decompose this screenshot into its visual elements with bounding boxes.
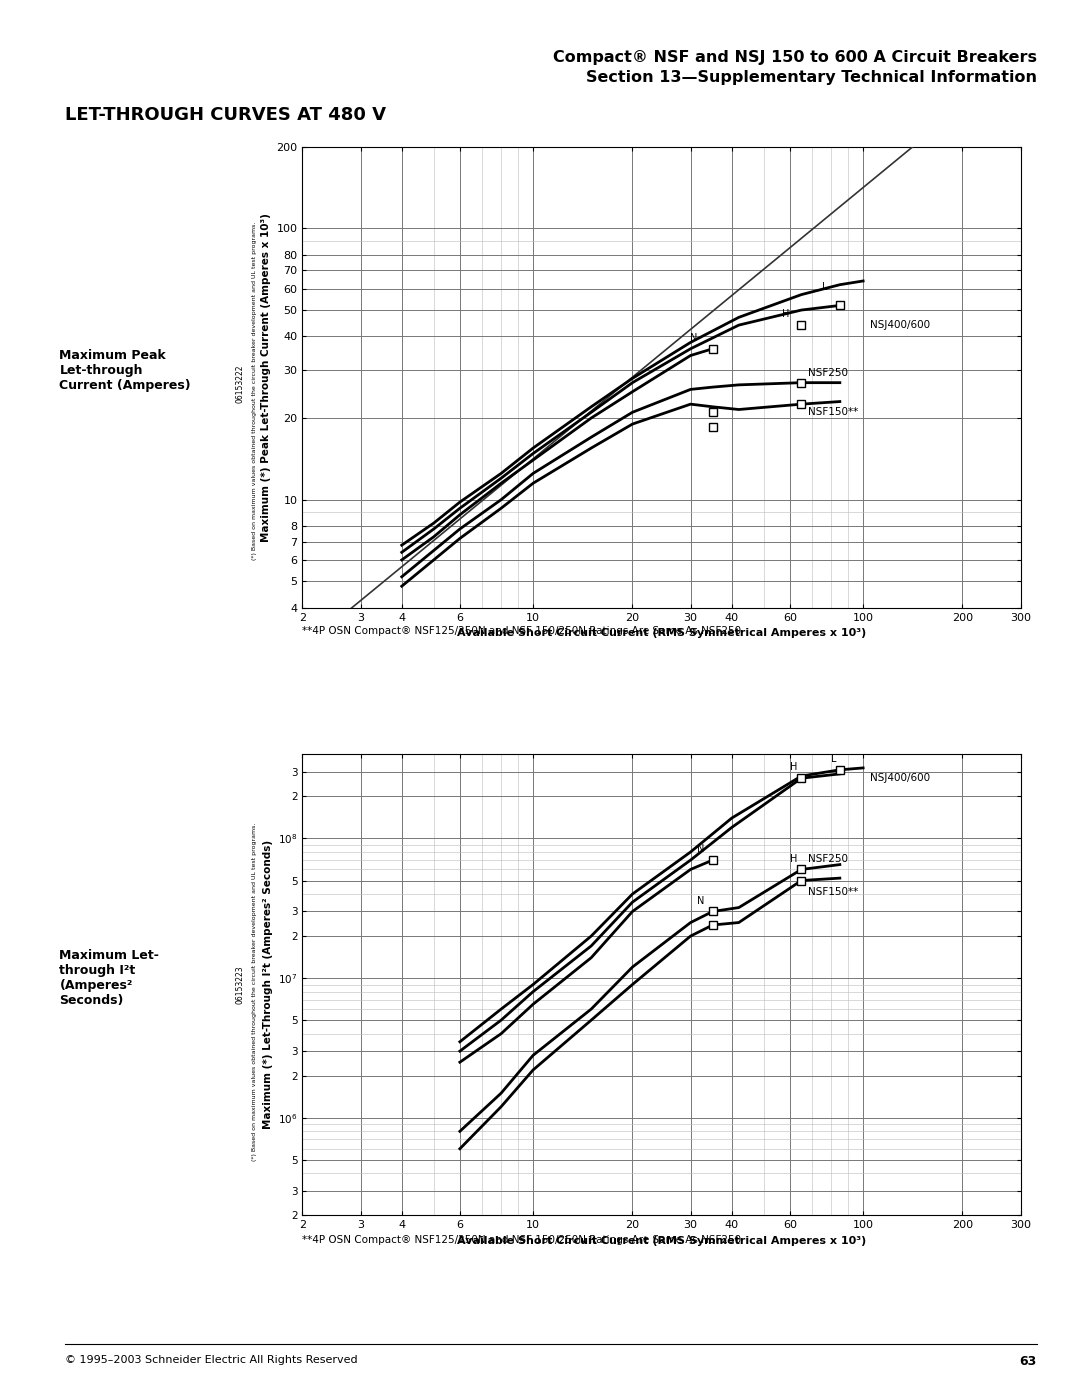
Text: H: H — [789, 854, 797, 863]
Y-axis label: Maximum (*) Let-Through I²t (Amperes² Seconds): Maximum (*) Let-Through I²t (Amperes² Se… — [262, 841, 272, 1129]
Text: N: N — [697, 895, 704, 905]
Text: NSF150**: NSF150** — [808, 887, 859, 897]
Text: (*) Based on maximum values obtained throughout the circuit breaker development : (*) Based on maximum values obtained thr… — [253, 823, 257, 1161]
Text: © 1995–2003 Schneider Electric All Rights Reserved: © 1995–2003 Schneider Electric All Right… — [65, 1355, 357, 1365]
Text: L: L — [822, 282, 828, 292]
Text: **4P OSN Compact® NSF125/250N and NSF 150/250N Ratings Are Same As NSF250: **4P OSN Compact® NSF125/250N and NSF 15… — [302, 626, 742, 636]
Text: H: H — [782, 309, 789, 320]
Text: L: L — [831, 754, 836, 764]
X-axis label: Available Short Circuit Current (RMS Symmetrical Amperes x 10³): Available Short Circuit Current (RMS Sym… — [457, 629, 866, 638]
Text: 06153222: 06153222 — [235, 365, 244, 404]
Text: Maximum Peak
Let-through
Current (Amperes): Maximum Peak Let-through Current (Ampere… — [59, 349, 191, 391]
Text: H: H — [789, 763, 797, 773]
Y-axis label: Maximum (*) Peak Let-Through Current (Amperes x 10³): Maximum (*) Peak Let-Through Current (Am… — [261, 212, 271, 542]
Text: NSJ400/600: NSJ400/600 — [870, 773, 930, 784]
X-axis label: Available Short Circuit Current (RMS Symmetrical Amperes x 10³): Available Short Circuit Current (RMS Sym… — [457, 1236, 866, 1246]
Text: 06153223: 06153223 — [235, 965, 244, 1004]
Text: Compact® NSF and NSJ 150 to 600 A Circuit Breakers: Compact® NSF and NSJ 150 to 600 A Circui… — [553, 50, 1037, 66]
Text: N: N — [690, 332, 698, 344]
Text: Section 13—Supplementary Technical Information: Section 13—Supplementary Technical Infor… — [585, 70, 1037, 85]
Text: NSF250: NSF250 — [808, 854, 848, 863]
Text: (*) Based on maximum values obtained throughout the circuit breaker development : (*) Based on maximum values obtained thr… — [253, 222, 257, 560]
Text: **4P OSN Compact® NSF125/250N and NSF 150/250N Ratings Are Same As NSF250: **4P OSN Compact® NSF125/250N and NSF 15… — [302, 1235, 742, 1245]
Text: LET-THROUGH CURVES AT 480 V: LET-THROUGH CURVES AT 480 V — [65, 106, 386, 124]
Text: NSF150**: NSF150** — [808, 407, 859, 416]
Text: NSF250: NSF250 — [808, 369, 848, 379]
Text: Maximum Let-
through I²t
(Amperes²
Seconds): Maximum Let- through I²t (Amperes² Secon… — [59, 949, 159, 1007]
Text: 63: 63 — [1020, 1355, 1037, 1368]
Text: NSJ400/600: NSJ400/600 — [870, 320, 930, 330]
Text: N: N — [697, 844, 704, 855]
